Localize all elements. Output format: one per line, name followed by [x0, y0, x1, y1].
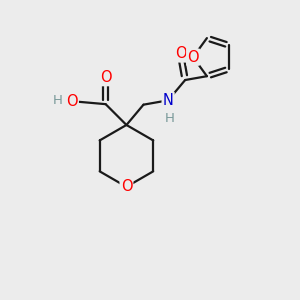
Text: H: H — [165, 112, 175, 124]
Text: O: O — [66, 94, 78, 109]
Text: O: O — [175, 46, 186, 62]
Text: O: O — [187, 50, 199, 64]
Text: O: O — [121, 179, 132, 194]
Text: O: O — [100, 70, 111, 85]
Text: N: N — [163, 93, 174, 108]
Text: H: H — [53, 94, 63, 107]
